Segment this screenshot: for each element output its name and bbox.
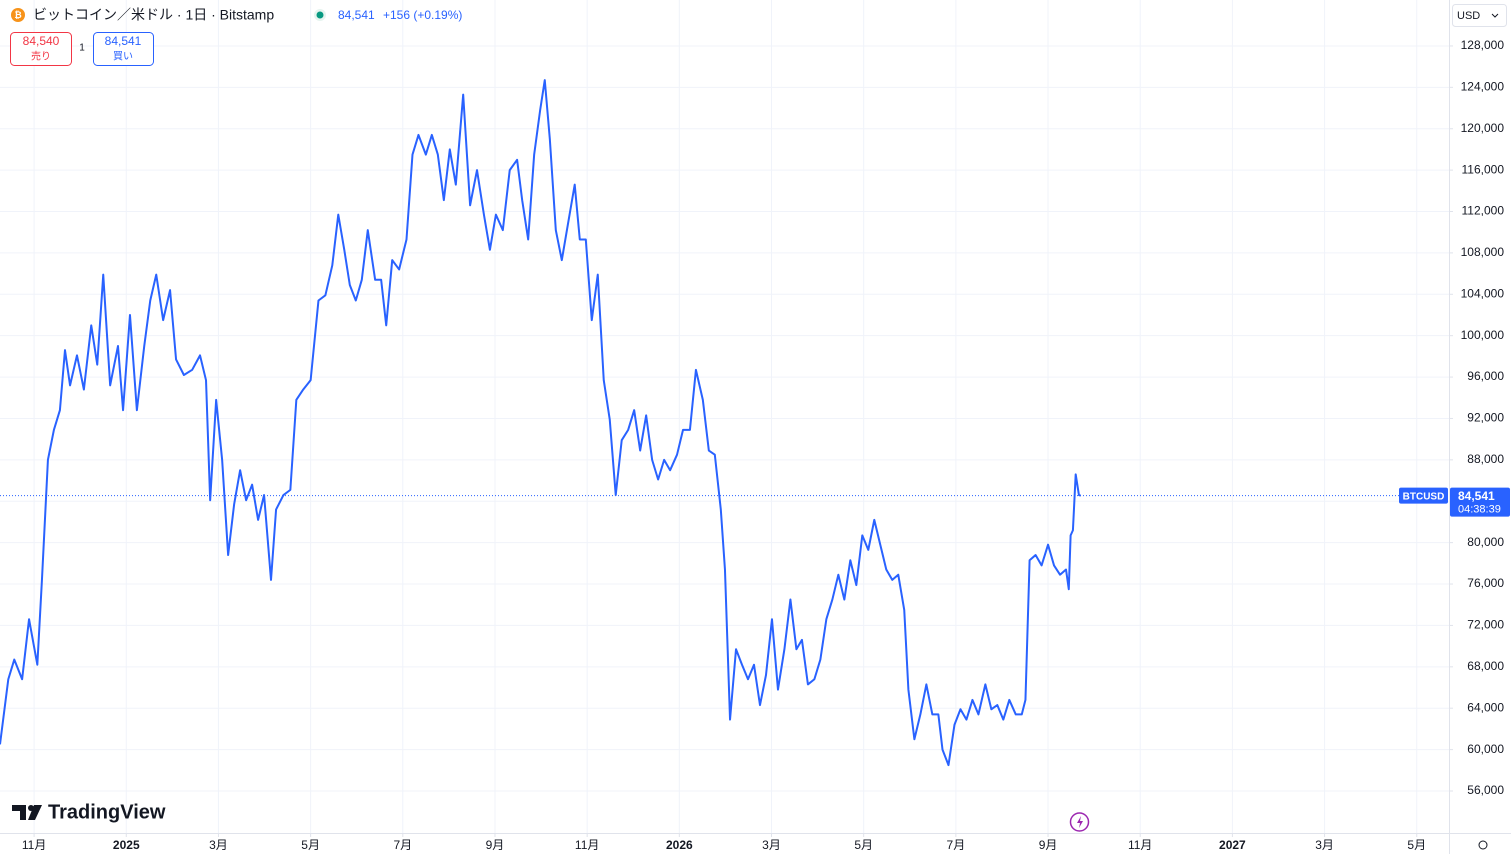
y-tick-label: 68,000 <box>1467 659 1504 673</box>
x-tick-label: 7月 <box>947 838 966 852</box>
x-tick-label: 11月 <box>575 838 599 852</box>
x-tick-label: 9月 <box>486 838 505 852</box>
buy-label: 買い <box>113 51 133 63</box>
y-tick-label: 112,000 <box>1462 204 1505 218</box>
coin-icon-symbol: ₿ <box>14 10 21 20</box>
dropdown-caret <box>1491 13 1499 18</box>
x-tick-label: 3月 <box>1315 838 1334 852</box>
grid <box>0 0 1449 833</box>
x-tick-label: 11月 <box>22 838 46 852</box>
x-tick-label: 7月 <box>393 838 412 852</box>
y-tick-label: 76,000 <box>1467 576 1504 590</box>
symbol-title: ビットコイン／米ドル · 1日 · Bitstamp <box>33 7 274 23</box>
last-price: 84,541 <box>338 8 375 22</box>
price-change: +156 (+0.19%) <box>383 8 462 22</box>
symbol-tag-label: BTCUSD <box>1403 491 1445 502</box>
y-tick-label: 124,000 <box>1461 80 1505 94</box>
logo-text: TradingView <box>48 801 166 823</box>
logo: TradingView <box>12 801 166 823</box>
x-tick-label: 5月 <box>854 838 873 852</box>
y-tick-label: 64,000 <box>1467 700 1504 714</box>
x-tick-label: 5月 <box>1407 838 1426 852</box>
event-icon-bolt <box>1077 816 1083 828</box>
settings-icon[interactable] <box>1478 840 1488 850</box>
status-dot <box>316 11 324 19</box>
x-tick-label: 2026 <box>666 838 693 852</box>
logo-mark <box>12 805 26 820</box>
y-tick-label: 108,000 <box>1461 245 1505 259</box>
sell-label: 売り <box>31 50 51 63</box>
x-tick-label: 5月 <box>301 838 320 852</box>
x-tick-label: 2025 <box>113 838 140 852</box>
y-tick-label: 56,000 <box>1467 783 1504 797</box>
y-tick-label: 128,000 <box>1461 38 1505 52</box>
y-tick-label: 92,000 <box>1467 411 1504 425</box>
price-tag-label: 84,541 <box>1458 489 1495 503</box>
y-tick-label: 88,000 <box>1467 452 1504 466</box>
quantity: 1 <box>79 43 85 54</box>
price-line <box>0 79 1082 767</box>
price-tag <box>1450 487 1510 517</box>
buy-button[interactable] <box>93 32 154 66</box>
price-countdown: 04:38:39 <box>1458 504 1501 516</box>
y-tick-label: 80,000 <box>1467 535 1504 549</box>
sell-price: 84,540 <box>23 34 60 48</box>
y-tick-label: 116,000 <box>1462 162 1505 176</box>
buy-price: 84,541 <box>105 34 142 48</box>
y-tick-label: 60,000 <box>1467 742 1504 756</box>
x-tick-label: 2027 <box>1219 838 1246 852</box>
x-tick-label: 9月 <box>1039 838 1058 852</box>
y-tick-label: 100,000 <box>1461 328 1505 342</box>
y-tick-label: 104,000 <box>1461 286 1505 300</box>
y-tick-label: 72,000 <box>1467 618 1504 632</box>
y-tick-label: 120,000 <box>1461 121 1505 135</box>
y-tick-label: 96,000 <box>1467 369 1504 383</box>
x-tick-label: 11月 <box>1128 838 1152 852</box>
currency: USD <box>1457 10 1480 22</box>
sell-button[interactable] <box>10 32 72 66</box>
coin-icon <box>11 8 25 22</box>
logo-mark <box>28 805 42 820</box>
x-tick-label: 3月 <box>762 838 781 852</box>
x-tick-label: 3月 <box>209 838 228 852</box>
currency-select[interactable] <box>1452 4 1507 27</box>
symbol-tag <box>1399 487 1448 504</box>
